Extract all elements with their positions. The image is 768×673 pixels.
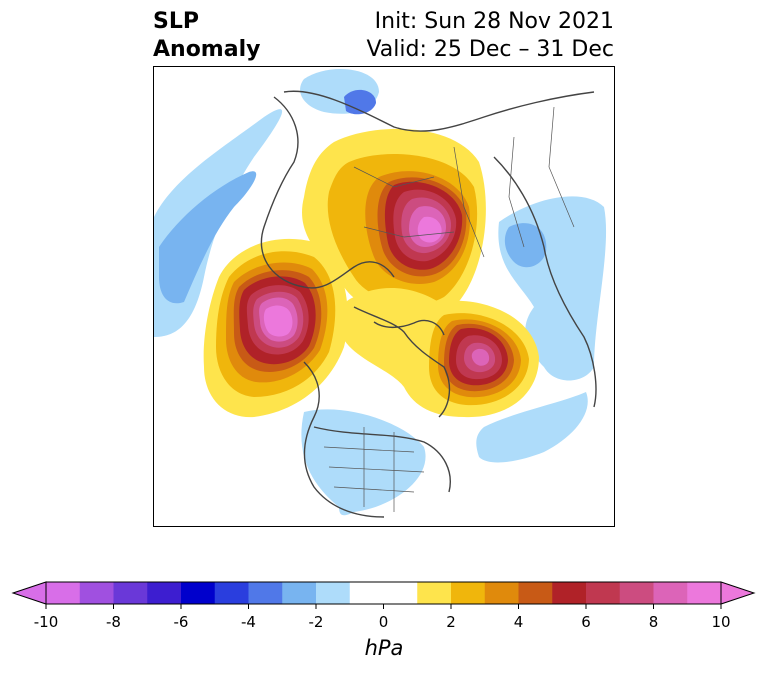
country-borders [323, 106, 575, 512]
colorbar-tick-label: 10 [711, 613, 731, 631]
colorbar-bin [653, 582, 688, 604]
colorbar-tick-label: -6 [173, 613, 189, 631]
colorbar-bin [383, 582, 418, 604]
colorbar-bin [147, 582, 182, 604]
map-dates: Init: Sun 28 Nov 2021 Valid: 25 Dec – 31… [366, 8, 614, 64]
colorbar-bin [417, 582, 452, 604]
colorbar-tick-label: 4 [513, 613, 524, 631]
colorbar-bin [113, 582, 148, 604]
colorbar-bin [214, 582, 249, 604]
colorbar-bin [316, 582, 351, 604]
positive-anomaly-gulf-of-alaska [203, 238, 348, 418]
colorbar-bin [484, 582, 519, 604]
colorbar-extend-high [720, 581, 756, 605]
colorbar-tick-label: -10 [33, 613, 59, 631]
colorbar-bin [518, 582, 553, 604]
colorbar-bin [349, 582, 384, 604]
negative-anomaly-north-pacific [154, 109, 283, 337]
colorbar-bin [619, 582, 654, 604]
colorbar-bin [181, 582, 216, 604]
anomaly-map [154, 69, 607, 518]
colorbar-tick-label: 6 [581, 613, 591, 631]
colorbar-bin [451, 582, 486, 604]
negative-anomaly-europe [300, 69, 607, 381]
colorbar-tick-label: 2 [446, 613, 456, 631]
colorbar-tick-label: 8 [648, 613, 659, 631]
colorbar-tick-label: -4 [241, 613, 256, 631]
colorbar-bin [46, 582, 81, 604]
title-anomaly: Anomaly [153, 37, 261, 62]
colorbar-bin [282, 582, 317, 604]
colorbar-tick-label: -8 [106, 613, 121, 631]
title-variable: SLP [153, 9, 199, 34]
colorbar-tick-label: 0 [378, 613, 389, 631]
valid-date-range: Valid: 25 Dec – 31 Dec [366, 37, 614, 62]
colorbar-tick-label: -2 [308, 613, 324, 631]
coastlines [260, 90, 597, 518]
colorbar-bin [248, 582, 283, 604]
colorbar [11, 581, 756, 609]
colorbar-extend-low [11, 581, 47, 605]
colorbar-unit-label: hPa [364, 636, 404, 660]
colorbar-bin [79, 582, 114, 604]
positive-anomaly-siberia-arctic [302, 128, 486, 318]
init-date: Init: Sun 28 Nov 2021 [374, 9, 614, 34]
positive-anomaly-north-atlantic [338, 287, 539, 418]
colorbar-bin [552, 582, 587, 604]
map-title: SLP Anomaly [153, 8, 260, 64]
colorbar-bin [687, 582, 722, 604]
map-panel [153, 66, 615, 527]
colorbar-bin [586, 582, 621, 604]
